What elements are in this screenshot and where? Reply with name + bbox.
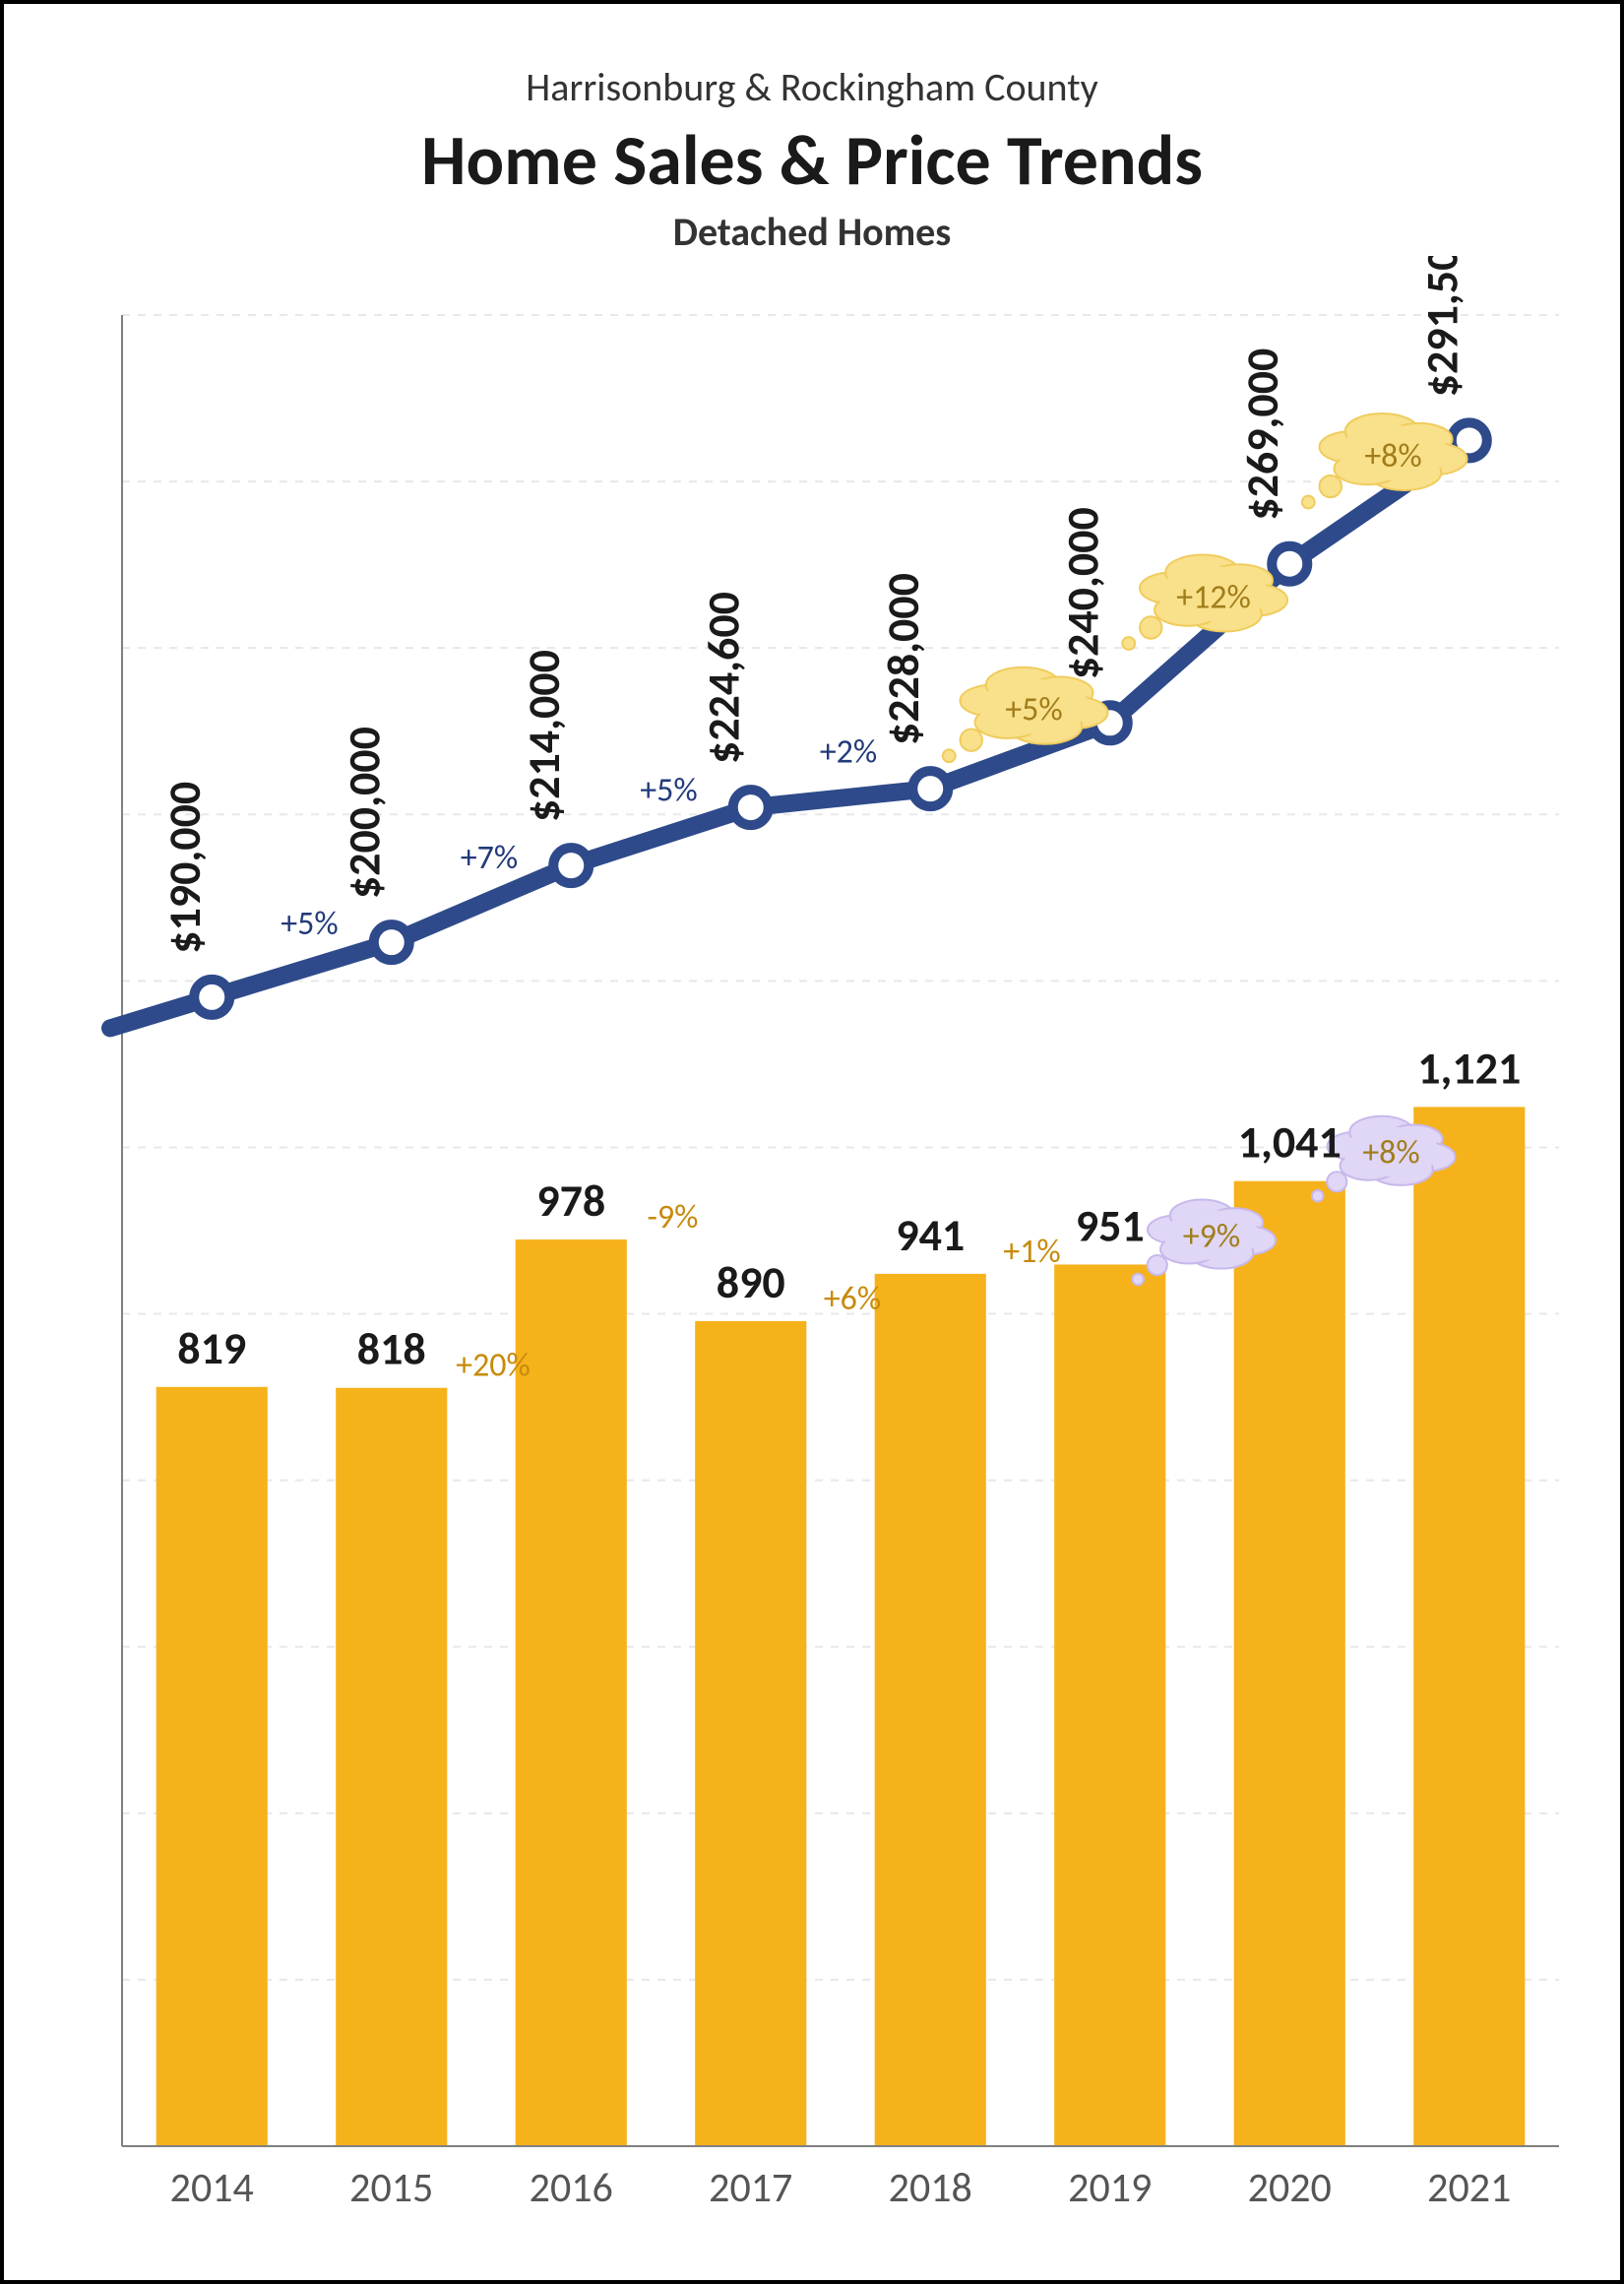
x-tick-label: 2014: [170, 2163, 254, 2213]
bar-value-label: 818: [357, 1322, 426, 1377]
bar-value-label: 1,121: [1417, 1041, 1521, 1096]
bar: [1234, 1181, 1345, 2146]
title: Home Sales & Price Trends: [43, 117, 1581, 204]
x-tick-label: 2021: [1427, 2163, 1511, 2213]
price-marker: [194, 980, 229, 1015]
x-tick-label: 2015: [349, 2163, 433, 2213]
bar: [156, 1387, 268, 2146]
x-tick-label: 2018: [889, 2163, 972, 2213]
titles-block: Harrisonburg & Rockingham County Home Sa…: [43, 63, 1581, 256]
price-pct-label: +2%: [820, 732, 877, 773]
price-marker: [553, 848, 589, 883]
bar-value-label: 890: [717, 1255, 785, 1310]
chart-page: Harrisonburg & Rockingham County Home Sa…: [0, 0, 1624, 2284]
combo-chart: +20% -9% +6% +1% +9% +8% 819 818 978 890 941 951 1,0…: [43, 256, 1589, 2245]
bar-pct-label: -9%: [648, 1197, 699, 1237]
price-pct-label: +8%: [1364, 436, 1421, 476]
x-tick-label: 2020: [1248, 2163, 1332, 2213]
price-pct-label: +5%: [281, 904, 338, 944]
price-value-label: $269,000: [1235, 349, 1290, 521]
price-value-label: $214,000: [517, 650, 572, 822]
bars-group: [156, 1107, 1526, 2146]
bar: [1413, 1107, 1525, 2146]
price-marker: [1272, 546, 1307, 582]
bar: [1054, 1264, 1165, 2146]
bar-value-label: 978: [536, 1174, 605, 1229]
bar: [695, 1321, 806, 2146]
bar-value-label: 941: [896, 1208, 965, 1263]
x-axis-labels: 2014 2015 2016 2017 2018 2019 2020 2021: [170, 2163, 1512, 2213]
price-marker: [374, 924, 409, 960]
bar-value-label: 819: [177, 1321, 246, 1376]
bar: [336, 1388, 447, 2146]
price-marker: [733, 790, 769, 825]
x-tick-label: 2017: [709, 2163, 792, 2213]
price-pct-label: +5%: [640, 771, 697, 811]
price-value-label: $228,000: [876, 573, 931, 745]
bar-pct-label: +1%: [1003, 1232, 1060, 1272]
price-pct-label: +12%: [1176, 578, 1251, 618]
price-pct-label: +5%: [1005, 690, 1062, 730]
price-value-label: $224,600: [697, 592, 752, 764]
price-value-label: $200,000: [338, 727, 393, 899]
price-value-label: $240,000: [1056, 507, 1111, 679]
bar: [516, 1239, 627, 2146]
bar-value-label: 1,041: [1238, 1115, 1342, 1171]
bar-pct-label: +9%: [1183, 1216, 1240, 1256]
bar-pct-label: +20%: [456, 1346, 531, 1386]
x-tick-label: 2016: [530, 2163, 613, 2213]
bar: [875, 1274, 986, 2146]
bar-pct-label: +6%: [824, 1279, 881, 1319]
price-value-label: $190,000: [157, 782, 213, 954]
price-value-label: $291,500: [1415, 256, 1470, 397]
price-marker: [912, 771, 948, 806]
price-pct-label: +7%: [461, 838, 518, 878]
bar-value-label: 951: [1076, 1198, 1145, 1253]
x-tick-label: 2019: [1068, 2163, 1152, 2213]
bar-pct-label: +8%: [1362, 1133, 1419, 1174]
supertitle: Harrisonburg & Rockingham County: [43, 63, 1581, 111]
subtitle: Detached Homes: [43, 208, 1581, 256]
